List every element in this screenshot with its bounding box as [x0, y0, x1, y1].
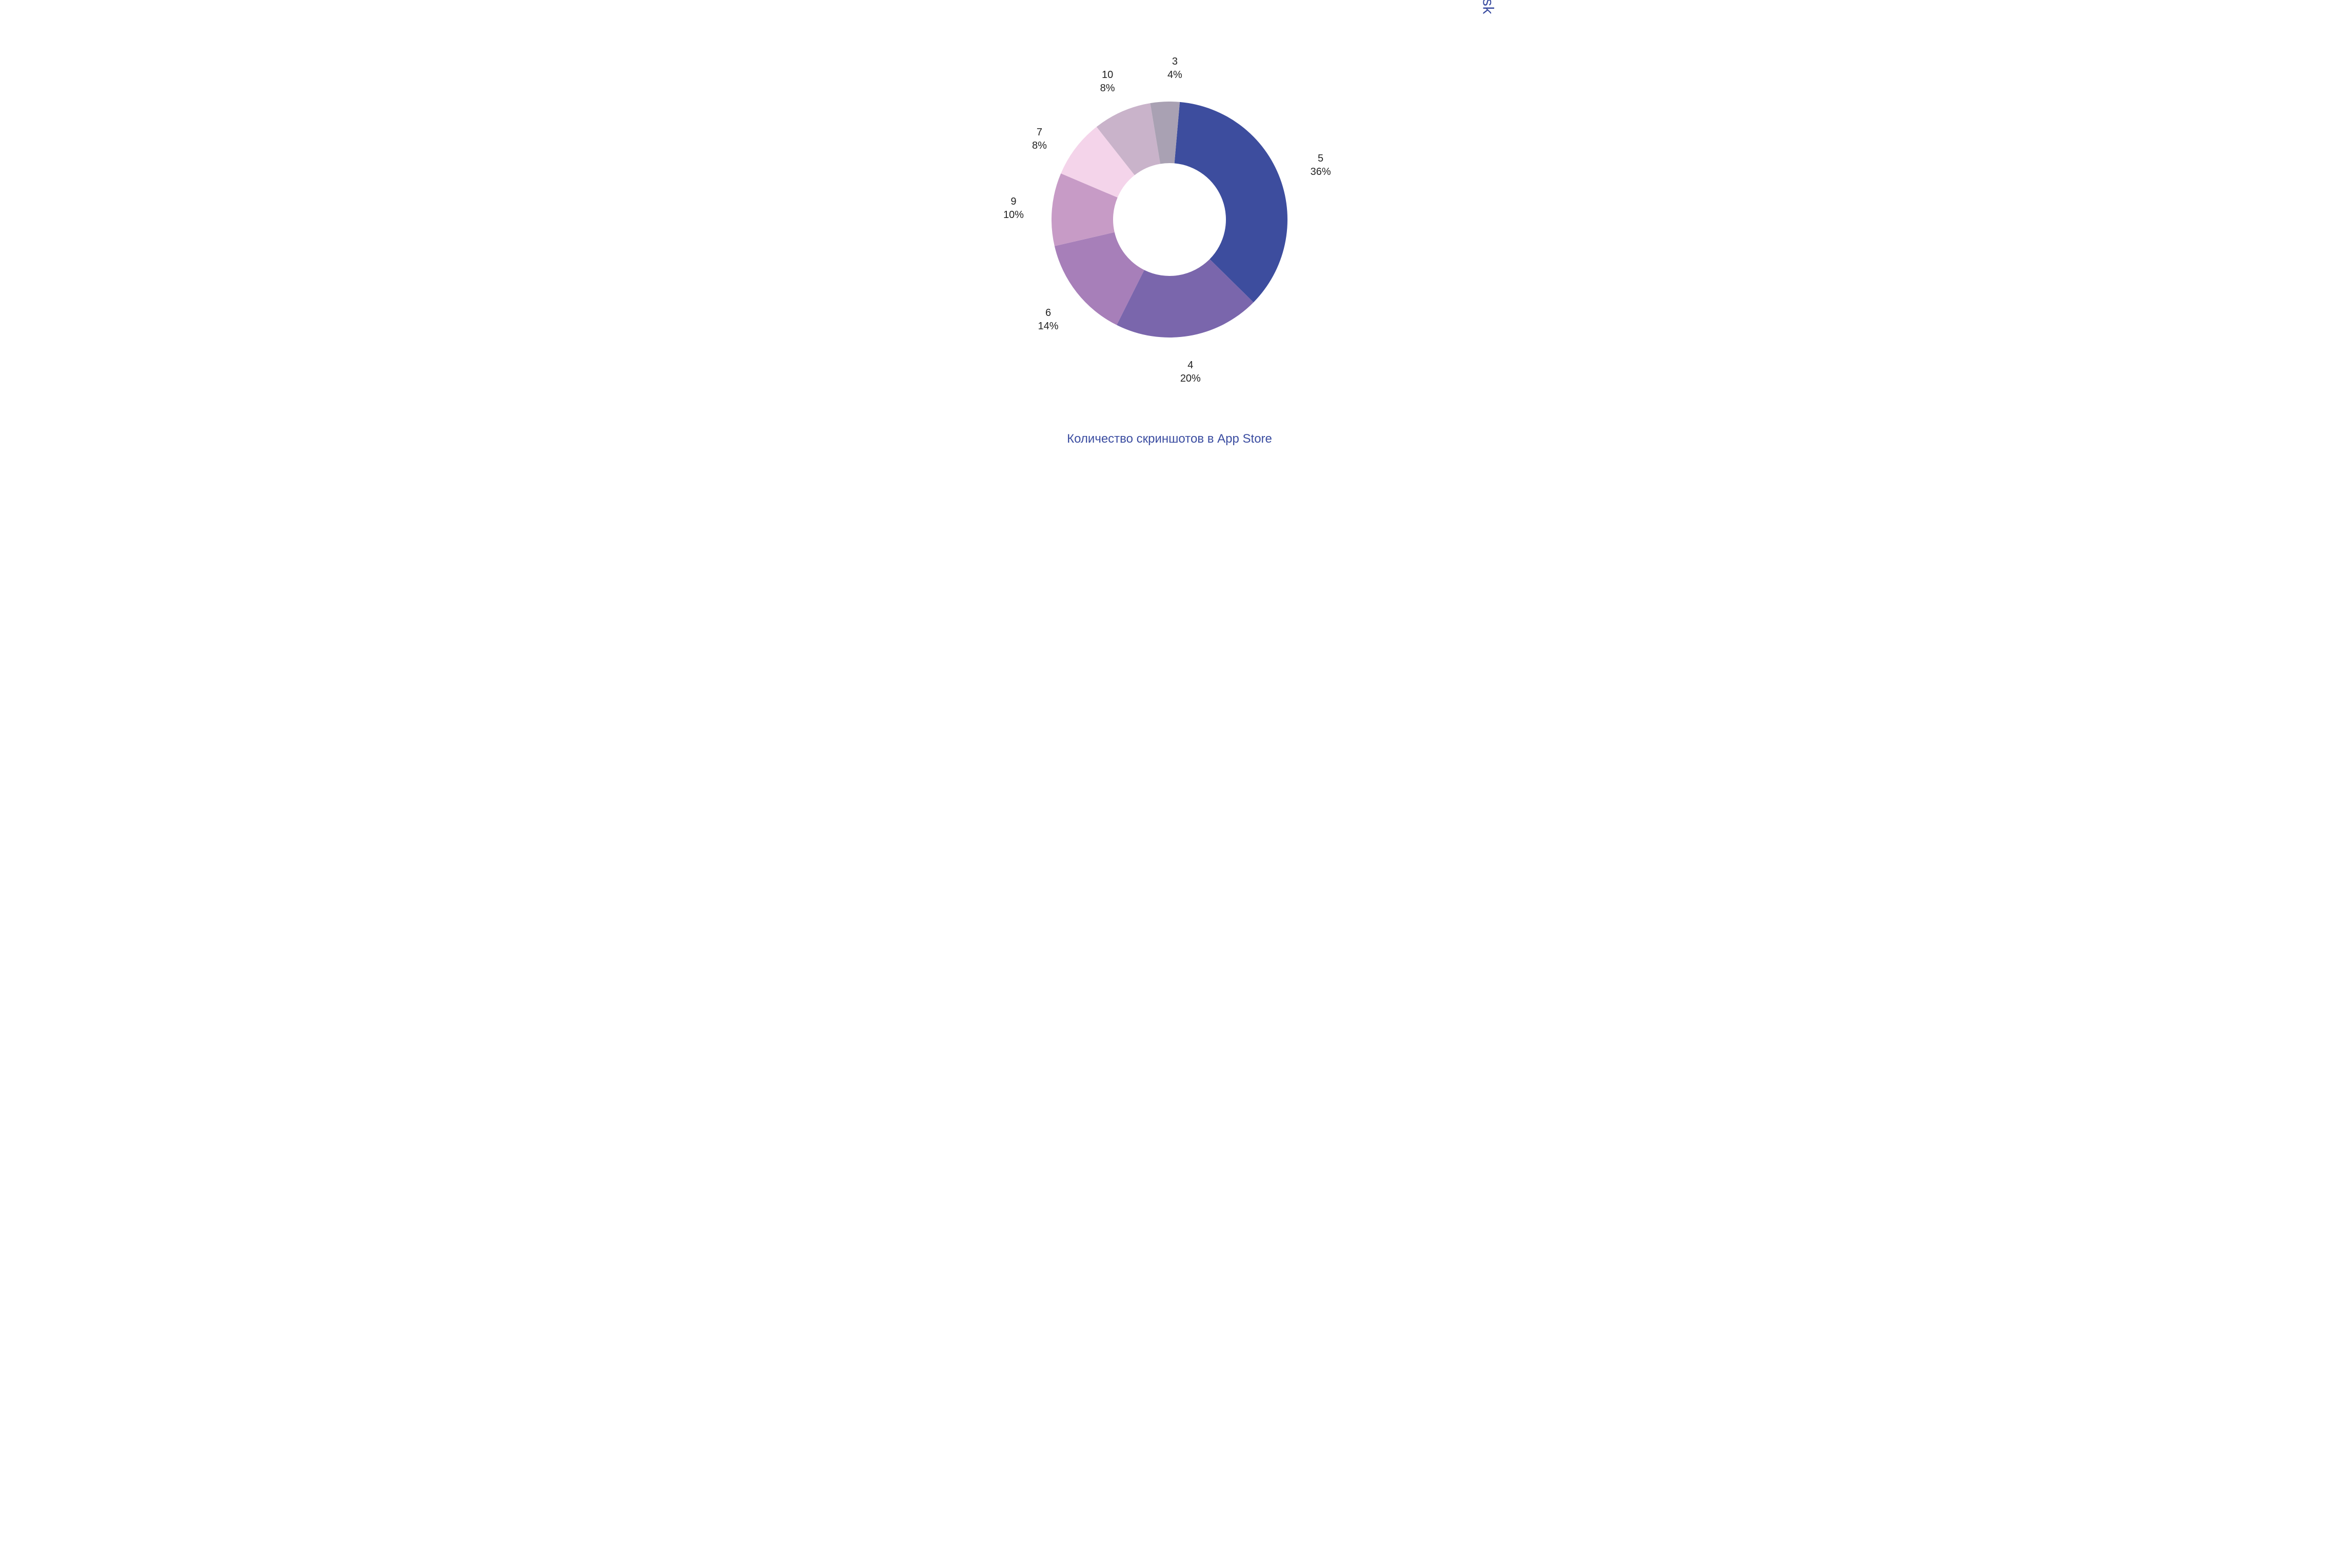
donut-slice-label: 536%: [1311, 152, 1331, 178]
slice-percent: 4%: [1167, 68, 1182, 82]
slice-percent: 20%: [1180, 372, 1201, 385]
brand-logo: AS desk: [1479, 0, 1496, 14]
slice-percent: 10%: [1003, 208, 1024, 222]
slice-percent: 36%: [1311, 165, 1331, 178]
slice-category: 9: [1003, 195, 1024, 208]
slice-percent: 14%: [1038, 320, 1059, 333]
chart-title: Количество скриншотов в App Store: [824, 432, 1515, 446]
donut-slice-label: 614%: [1038, 306, 1059, 333]
donut-slice-label: 420%: [1180, 359, 1201, 385]
slice-category: 6: [1038, 306, 1059, 320]
donut-chart: 536%420%614%910%78%108%34%: [1052, 102, 1287, 338]
slice-category: 3: [1167, 55, 1182, 68]
donut-labels-layer: 536%420%614%910%78%108%34%: [1052, 102, 1287, 338]
brand-text-after: desk: [1479, 0, 1496, 14]
donut-slice-label: 910%: [1003, 195, 1024, 222]
slice-percent: 8%: [1032, 139, 1047, 152]
chart-stage: 536%420%614%910%78%108%34% Количество ск…: [824, 0, 1515, 463]
donut-slice-label: 108%: [1100, 68, 1115, 95]
slice-percent: 8%: [1100, 82, 1115, 95]
slice-category: 5: [1311, 152, 1331, 165]
slice-category: 10: [1100, 68, 1115, 82]
slice-category: 7: [1032, 126, 1047, 139]
donut-slice-label: 34%: [1167, 55, 1182, 82]
slice-category: 4: [1180, 359, 1201, 372]
donut-slice-label: 78%: [1032, 126, 1047, 152]
